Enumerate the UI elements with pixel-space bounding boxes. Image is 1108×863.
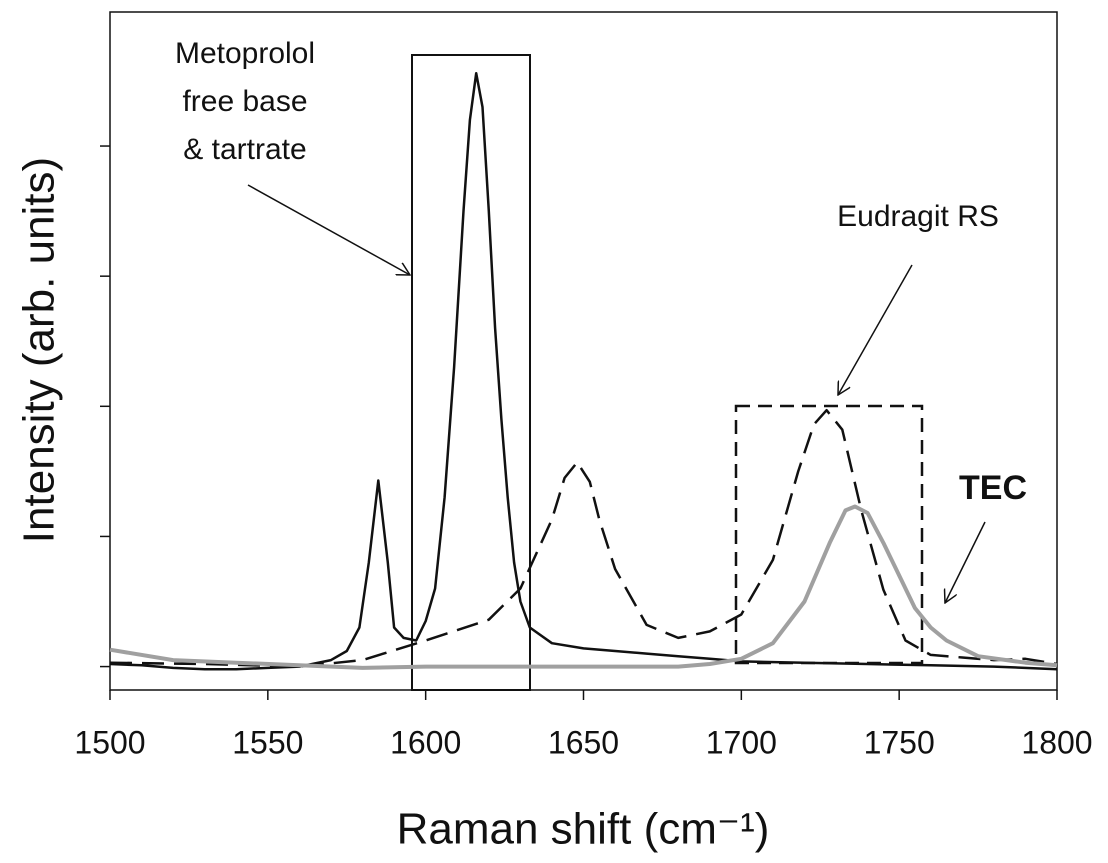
arrow xyxy=(945,521,986,603)
x-tick-label: 1700 xyxy=(706,724,777,760)
arrow xyxy=(838,264,913,395)
annotation: Metoprolol free base & tartrate xyxy=(174,37,316,166)
data-line xyxy=(109,504,1058,670)
x-tick-label: 1500 xyxy=(74,724,145,760)
highlight-box xyxy=(411,54,531,691)
data-line xyxy=(109,408,1058,668)
annotation: Eudragit RS xyxy=(837,200,999,233)
x-tick-label: 1650 xyxy=(548,724,619,760)
x-tick-label: 1550 xyxy=(232,724,303,760)
x-tick-label: 1600 xyxy=(390,724,461,760)
data-line xyxy=(109,71,1058,671)
x-axis-label: Raman shift (cm⁻¹) xyxy=(397,805,770,854)
highlight-box xyxy=(734,404,924,665)
arrow xyxy=(247,184,410,275)
x-tick-label: 1750 xyxy=(864,724,935,760)
x-tick-label: 1800 xyxy=(1021,724,1092,760)
annotation: TEC xyxy=(959,469,1027,507)
y-axis-label: Intensity (arb. units) xyxy=(15,157,64,543)
